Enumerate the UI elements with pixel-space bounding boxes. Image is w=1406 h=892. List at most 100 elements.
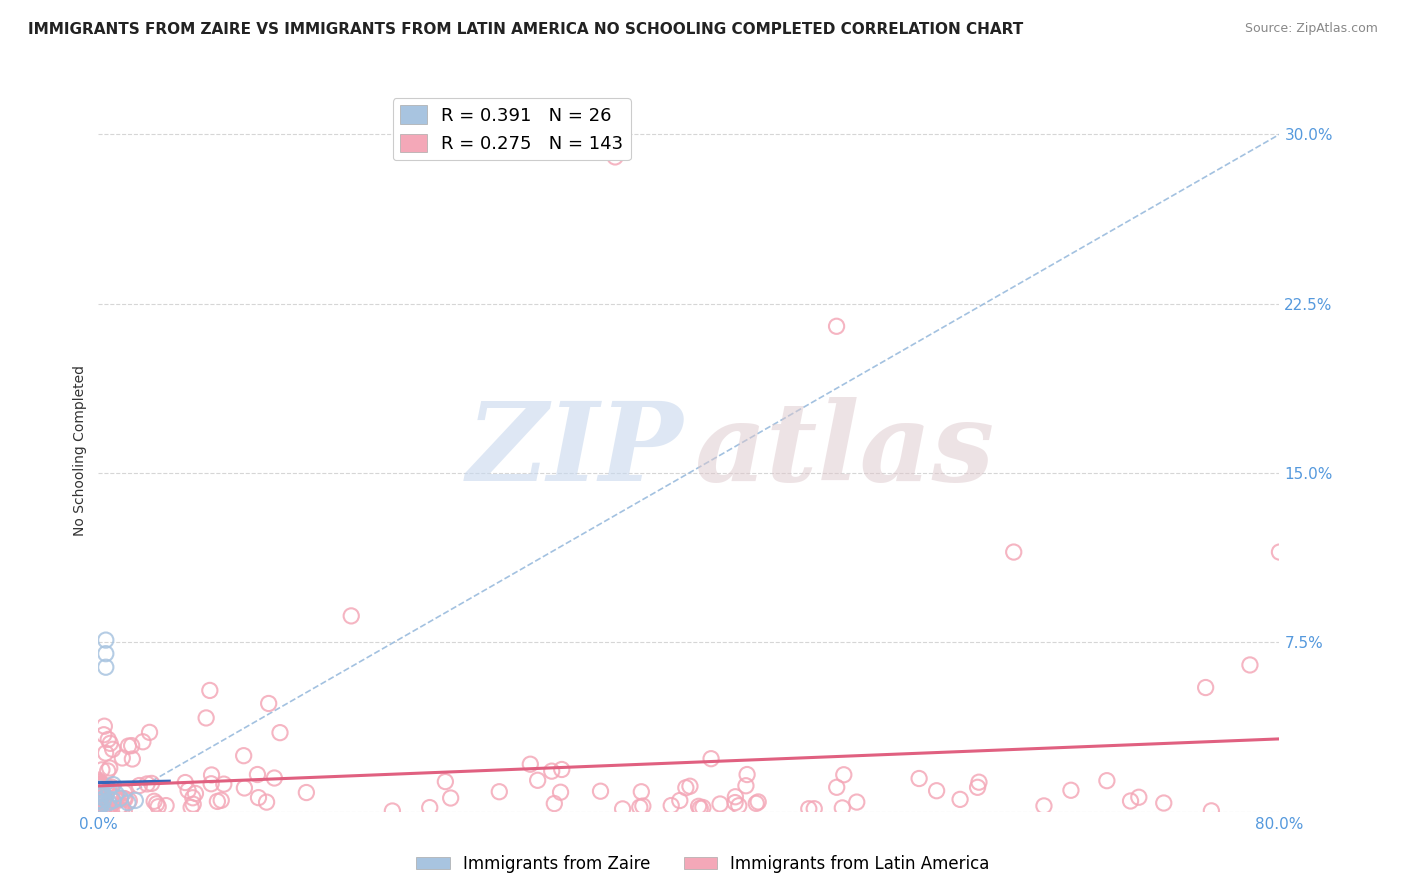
Point bbox=[90, 779, 112, 793]
Point bbox=[87, 773, 110, 788]
Point bbox=[110, 791, 132, 805]
Point bbox=[89, 793, 111, 807]
Point bbox=[1239, 657, 1261, 672]
Point bbox=[128, 779, 150, 793]
Point bbox=[117, 796, 139, 810]
Point bbox=[132, 735, 155, 749]
Point bbox=[207, 794, 229, 808]
Point bbox=[103, 778, 125, 792]
Point bbox=[181, 790, 204, 805]
Point bbox=[257, 697, 280, 711]
Point bbox=[675, 780, 697, 795]
Point bbox=[90, 782, 112, 797]
Point bbox=[692, 800, 714, 814]
Point bbox=[519, 757, 541, 772]
Point bbox=[540, 764, 562, 779]
Point bbox=[727, 798, 749, 813]
Point bbox=[111, 803, 134, 817]
Point bbox=[97, 764, 120, 778]
Point bbox=[93, 719, 115, 733]
Point bbox=[845, 795, 868, 809]
Point bbox=[700, 752, 723, 766]
Point bbox=[1128, 790, 1150, 805]
Point bbox=[1032, 798, 1054, 813]
Point bbox=[551, 763, 574, 777]
Point bbox=[94, 633, 117, 648]
Text: Source: ZipAtlas.com: Source: ZipAtlas.com bbox=[1244, 22, 1378, 36]
Point bbox=[94, 746, 117, 760]
Point bbox=[111, 798, 134, 813]
Point bbox=[87, 800, 110, 814]
Point bbox=[735, 779, 758, 793]
Point bbox=[138, 725, 160, 739]
Point bbox=[87, 793, 110, 807]
Point bbox=[111, 751, 134, 765]
Point bbox=[87, 797, 110, 812]
Point bbox=[94, 795, 117, 809]
Point bbox=[1201, 804, 1223, 818]
Point bbox=[91, 796, 114, 810]
Point bbox=[925, 783, 948, 797]
Point bbox=[114, 792, 136, 806]
Point bbox=[745, 797, 768, 811]
Point bbox=[105, 787, 128, 801]
Point bbox=[1268, 545, 1291, 559]
Point bbox=[104, 790, 127, 805]
Point bbox=[735, 767, 758, 781]
Point bbox=[91, 787, 114, 801]
Point bbox=[434, 774, 457, 789]
Point bbox=[87, 794, 110, 808]
Point bbox=[177, 783, 200, 797]
Point bbox=[118, 794, 141, 808]
Text: atlas: atlas bbox=[695, 397, 995, 504]
Legend: Immigrants from Zaire, Immigrants from Latin America: Immigrants from Zaire, Immigrants from L… bbox=[409, 848, 997, 880]
Point bbox=[98, 736, 121, 750]
Point bbox=[200, 777, 222, 791]
Point bbox=[825, 319, 848, 334]
Point bbox=[89, 800, 111, 814]
Point bbox=[724, 789, 747, 804]
Point bbox=[689, 801, 711, 815]
Point bbox=[605, 150, 627, 164]
Point bbox=[90, 796, 112, 810]
Point bbox=[269, 725, 291, 739]
Point bbox=[96, 780, 118, 794]
Legend: R = 0.391   N = 26, R = 0.275   N = 143: R = 0.391 N = 26, R = 0.275 N = 143 bbox=[392, 98, 631, 161]
Point bbox=[94, 647, 117, 661]
Point bbox=[440, 791, 463, 805]
Point bbox=[419, 800, 441, 814]
Point bbox=[825, 780, 848, 795]
Point bbox=[97, 782, 120, 797]
Point bbox=[488, 785, 510, 799]
Point bbox=[1002, 545, 1025, 559]
Point bbox=[94, 660, 117, 674]
Point bbox=[180, 800, 202, 814]
Point bbox=[93, 791, 115, 805]
Point bbox=[155, 798, 177, 813]
Point bbox=[98, 761, 121, 775]
Point bbox=[195, 711, 218, 725]
Point bbox=[87, 805, 110, 819]
Point bbox=[97, 796, 120, 810]
Point bbox=[831, 801, 853, 815]
Point bbox=[90, 763, 112, 777]
Point bbox=[87, 782, 110, 797]
Point bbox=[212, 777, 235, 791]
Point bbox=[184, 786, 207, 800]
Point bbox=[295, 785, 318, 799]
Point bbox=[543, 797, 565, 811]
Point bbox=[832, 768, 855, 782]
Point bbox=[93, 798, 115, 813]
Point bbox=[97, 801, 120, 815]
Point bbox=[688, 799, 710, 814]
Point bbox=[747, 795, 769, 809]
Point bbox=[628, 800, 651, 814]
Point bbox=[89, 805, 111, 819]
Point bbox=[108, 792, 131, 806]
Point bbox=[526, 773, 548, 788]
Point bbox=[112, 805, 135, 819]
Y-axis label: No Schooling Completed: No Schooling Completed bbox=[73, 365, 87, 536]
Point bbox=[101, 789, 124, 803]
Point bbox=[100, 780, 122, 794]
Point bbox=[97, 802, 120, 816]
